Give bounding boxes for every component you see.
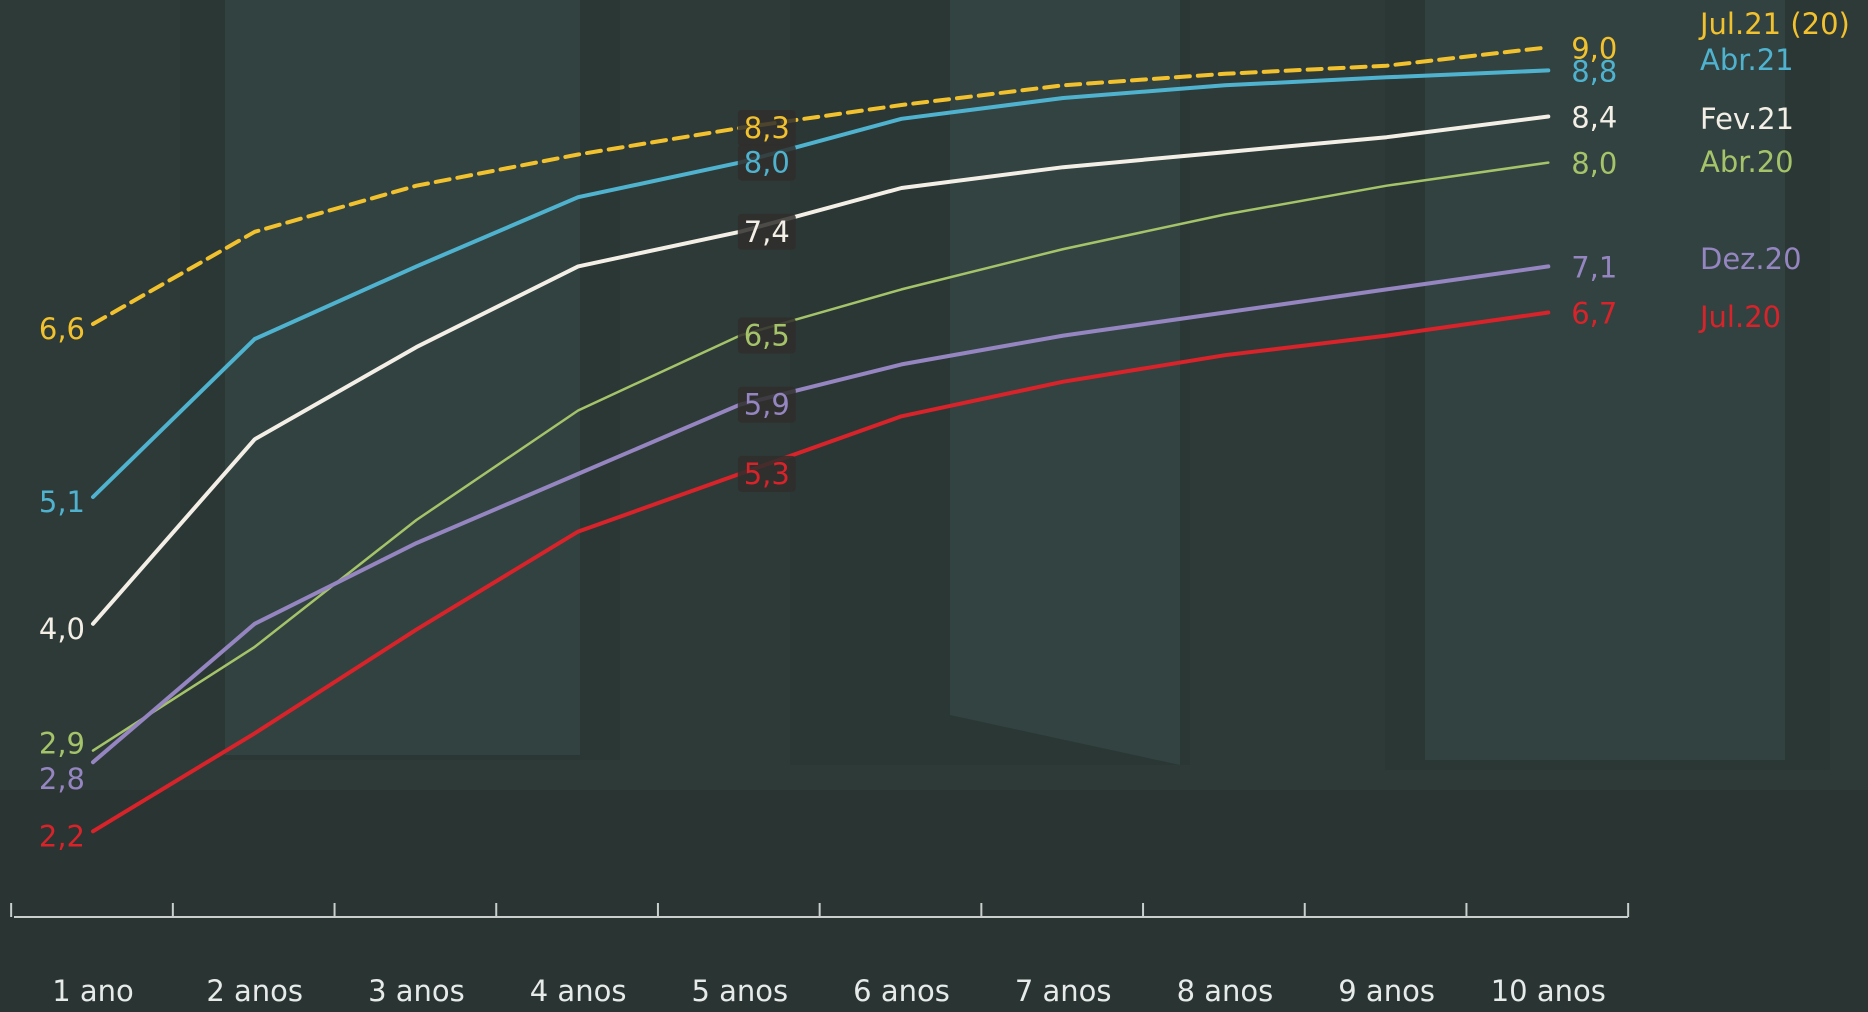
data-label: 6,6: [39, 312, 85, 346]
x-tick-label: 8 anos: [1177, 974, 1274, 1008]
x-tick-label: 7 anos: [1015, 974, 1112, 1008]
series-line: [91, 114, 1551, 626]
data-label: 2,8: [39, 762, 85, 796]
data-label-box: [737, 455, 796, 492]
data-label: 8,3: [744, 111, 790, 145]
data-label: 8,0: [1571, 147, 1617, 181]
data-label: 5,1: [39, 485, 85, 519]
data-label-box: [737, 110, 796, 147]
data-label: 2,2: [39, 819, 85, 853]
series-line: [91, 310, 1551, 834]
data-label-box: [737, 386, 796, 423]
x-tick-label: 4 anos: [530, 974, 627, 1008]
legend-label: Abr.21: [1700, 43, 1794, 77]
x-tick-label: 3 anos: [368, 974, 465, 1008]
x-tick-label: 10 anos: [1491, 974, 1606, 1008]
data-label: 7,4: [744, 215, 790, 249]
legend-label: Abr.20: [1700, 145, 1794, 179]
data-label: 9,0: [1571, 31, 1617, 65]
door: [1425, 0, 1785, 760]
x-tick-label: 9 anos: [1338, 974, 1435, 1008]
data-label-box: [737, 144, 796, 181]
data-label: 8,4: [1571, 100, 1617, 134]
legend-label: Jul.20: [1698, 300, 1781, 334]
x-tick-label: 5 anos: [691, 974, 788, 1008]
floor: [0, 790, 1868, 1012]
x-tick-label: 6 anos: [853, 974, 950, 1008]
x-tick-label: 2 anos: [206, 974, 303, 1008]
data-label: 5,9: [744, 388, 790, 422]
series-line: [91, 68, 1551, 499]
data-label: 2,9: [39, 727, 85, 761]
series-line: [91, 264, 1551, 765]
legend-label: Dez.20: [1700, 242, 1802, 276]
data-label: 6,7: [1571, 296, 1617, 330]
legend-label: Jul.21 (20): [1698, 7, 1850, 41]
data-label: 6,5: [744, 319, 790, 353]
data-label-box: [737, 213, 796, 250]
data-label: 7,1: [1571, 250, 1617, 284]
x-tick-label: 1 ano: [52, 974, 134, 1008]
data-label: 8,8: [1571, 54, 1617, 88]
legend-label: Fev.21: [1700, 102, 1794, 136]
series-line: [91, 45, 1551, 326]
data-label: 8,0: [744, 146, 790, 180]
data-label-box: [737, 317, 796, 354]
door: [225, 0, 580, 755]
data-label: 5,3: [744, 457, 790, 491]
data-label: 4,0: [39, 612, 85, 646]
